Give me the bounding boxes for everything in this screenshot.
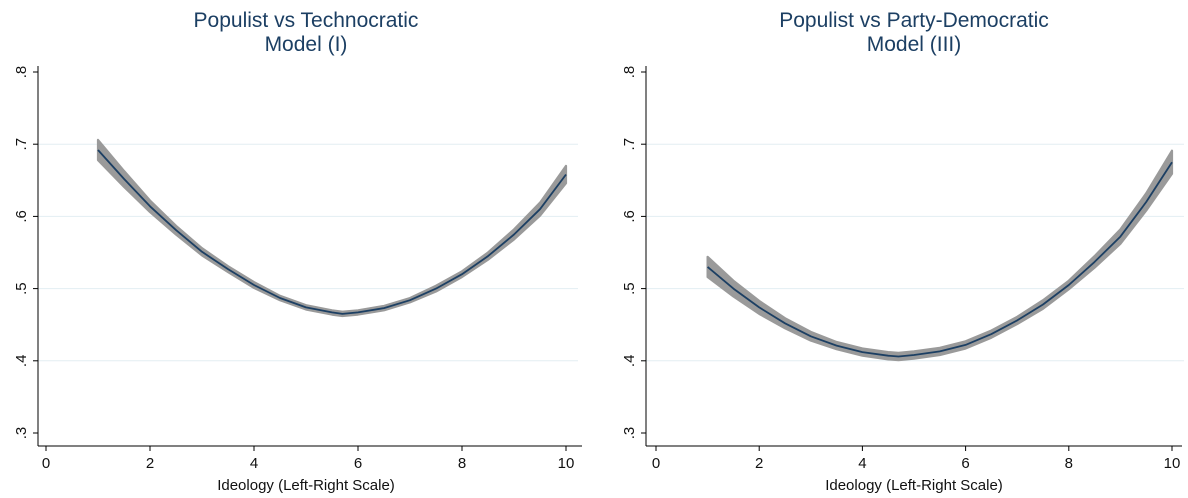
panel-title-line-2: Model (III) xyxy=(867,33,962,56)
y-tick-label: .5 xyxy=(621,282,638,295)
fit-line-layer xyxy=(97,149,567,315)
confidence-band xyxy=(706,149,1174,362)
x-tick-label: 4 xyxy=(250,455,258,472)
y-tick-label: .4 xyxy=(13,355,30,368)
y-tick-label: .6 xyxy=(13,210,30,223)
fit-line-layer xyxy=(707,161,1173,358)
grid-lines xyxy=(646,143,1184,362)
y-tick-label: .6 xyxy=(621,210,638,223)
grid-lines xyxy=(38,143,578,362)
confidence-band xyxy=(96,138,568,318)
fit-line xyxy=(707,161,1173,358)
y-tick-label: .7 xyxy=(621,138,638,151)
y-tick-label: .8 xyxy=(621,66,638,79)
x-tick-label: 10 xyxy=(558,455,575,472)
x-tick-label: 0 xyxy=(652,455,660,472)
panel-title-line-1: Populist vs Party-Democratic xyxy=(779,9,1049,32)
confidence-band-layer xyxy=(706,149,1174,362)
x-ticks: 0 2 4 6 8 10 xyxy=(42,446,575,472)
x-tick-label: 2 xyxy=(146,455,154,472)
y-tick-label: .8 xyxy=(13,66,30,79)
x-axis-label: Ideology (Left-Right Scale) xyxy=(825,477,1003,494)
y-tick-label: .3 xyxy=(13,427,30,440)
x-ticks: 0 2 4 6 8 10 xyxy=(652,446,1181,472)
y-tick-label: .7 xyxy=(13,138,30,151)
x-tick-label: 6 xyxy=(961,455,969,472)
x-tick-label: 8 xyxy=(1065,455,1073,472)
chart-panel-party-democratic: Populist vs Party-Democratic Model (III)… xyxy=(621,9,1184,494)
x-tick-label: 8 xyxy=(458,455,466,472)
fit-line xyxy=(97,149,567,315)
confidence-band-layer xyxy=(96,138,568,318)
x-tick-label: 10 xyxy=(1164,455,1181,472)
y-ticks: .3 .4 .5 .6 .7 .8 xyxy=(621,66,646,440)
x-tick-label: 2 xyxy=(755,455,763,472)
chart-panel-technocratic: Populist vs Technocratic Model (I) .3 .4.… xyxy=(13,9,582,494)
y-tick-label: .4 xyxy=(621,355,638,368)
x-tick-label: 0 xyxy=(42,455,50,472)
panel-title-line-1: Populist vs Technocratic xyxy=(194,9,419,32)
x-axis-label: Ideology (Left-Right Scale) xyxy=(217,477,395,494)
panel-title-line-2: Model (I) xyxy=(265,33,348,56)
x-tick-label: 4 xyxy=(858,455,866,472)
y-tick-label: .5 xyxy=(13,282,30,295)
y-ticks: .3 .4 .5 .6 .7 .8 xyxy=(13,66,38,440)
y-tick-label: .3 xyxy=(621,427,638,440)
x-tick-label: 6 xyxy=(354,455,362,472)
